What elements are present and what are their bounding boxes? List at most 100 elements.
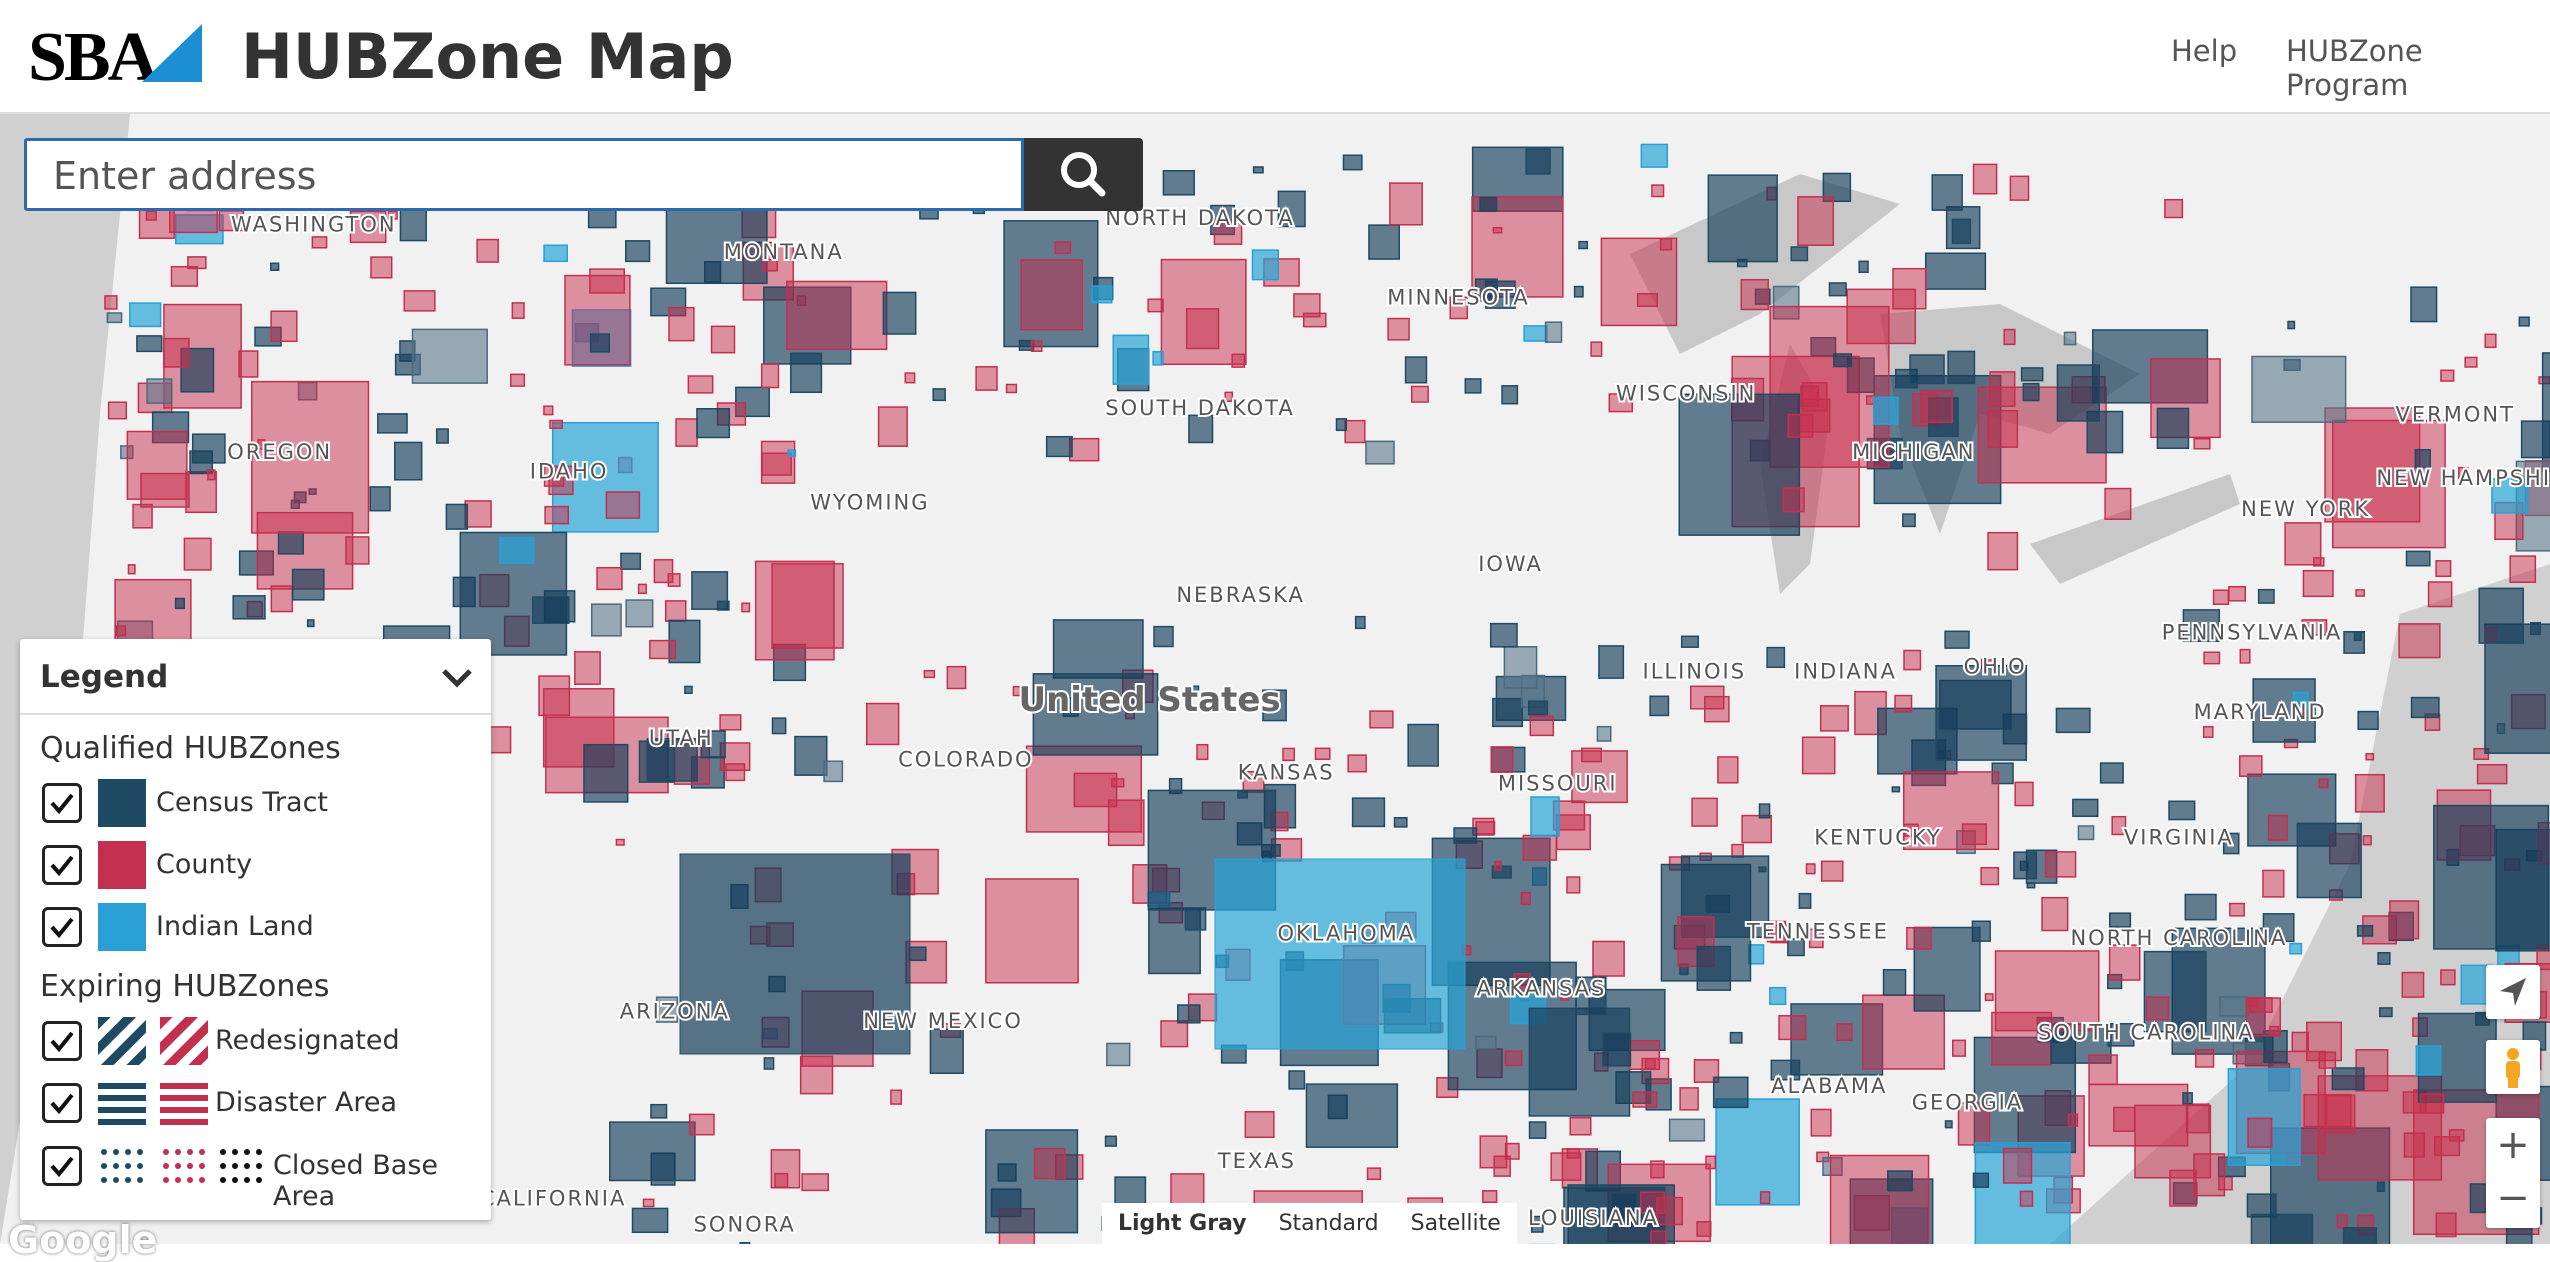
hubzone-area: [2464, 356, 2478, 368]
street-view-button[interactable]: [2486, 1040, 2540, 1094]
check-mark: [50, 1031, 74, 1053]
hubzone-area: [498, 536, 535, 565]
swatch-shape: [98, 1119, 146, 1125]
legend-label: Census Tract: [156, 787, 329, 818]
hubzone-area: [411, 328, 488, 384]
map-type-button[interactable]: Satellite: [1410, 1211, 1501, 1236]
hubzone-area: [1972, 1172, 1990, 1188]
hubzone-area: [2365, 753, 2375, 761]
hubzone-area: [2356, 925, 2374, 937]
hubzone-area: [1153, 625, 1174, 648]
legend-checkbox[interactable]: [42, 907, 82, 947]
hubzone-area: [2410, 286, 2438, 323]
map-label: MICHIGAN: [1852, 440, 1975, 464]
legend-checkbox[interactable]: [42, 1083, 82, 1123]
hubzone-area: [2476, 763, 2508, 785]
hubzone-area: [2336, 1214, 2348, 1229]
check-stroke: [50, 1156, 74, 1178]
hubzone-area: [2185, 1103, 2210, 1134]
hubzone-area: [1303, 312, 1327, 328]
swatch-shape: [232, 1163, 238, 1169]
hubzone-area: [369, 486, 391, 512]
zoom-control: + −: [2486, 1118, 2540, 1228]
hubzone-area: [1272, 771, 1281, 779]
hubzone-area: [1490, 746, 1514, 773]
hubzone-area: [138, 209, 175, 239]
hubzone-area: [1389, 182, 1423, 226]
hubzone-area: [2088, 1083, 2189, 1147]
legend-swatch: [98, 841, 146, 889]
hubzone-area: [1493, 1155, 1511, 1177]
hubzone-area: [2222, 832, 2240, 855]
hubzone-area: [1237, 790, 1248, 799]
hubzone-area: [2362, 835, 2372, 846]
hubzone-area: [311, 236, 328, 249]
hubzone-area: [1909, 354, 1945, 385]
legend-checkbox[interactable]: [42, 845, 82, 885]
swatch-shape: [125, 1149, 131, 1155]
hubzone-area: [1935, 665, 2028, 761]
hubzone-area: [2212, 589, 2230, 605]
hubzone-area: [1989, 371, 2016, 408]
hubzone-area: [2318, 1051, 2337, 1069]
hubzone-area: [1393, 816, 1408, 828]
hubzone-area: [1952, 1039, 1967, 1057]
hubzone-area: [2257, 588, 2275, 604]
hubzone-area: [2009, 175, 2030, 201]
zoom-out[interactable]: −: [2496, 1175, 2530, 1221]
legend: Legend Qualified HUBZones Census Tract Cou…: [20, 639, 491, 1220]
hubzone-area: [2287, 320, 2296, 330]
hubzone-area: [642, 1198, 655, 1208]
collapse-toggle[interactable]: [440, 665, 474, 689]
locate-button[interactable]: [2486, 965, 2540, 1019]
map-label: VIRGINIA: [2124, 825, 2234, 849]
hubzone-area: [2440, 369, 2455, 382]
hubzone-area: [1987, 410, 2019, 448]
legend-checkbox[interactable]: [42, 783, 82, 823]
hubzone-area: [1474, 278, 1498, 302]
app-title: HUBZone Map: [241, 20, 734, 93]
map-type-button[interactable]: Light Gray: [1118, 1211, 1247, 1236]
logo[interactable]: SBA: [28, 19, 158, 96]
hubzone-area: [596, 566, 623, 591]
hubzone-area: [1987, 531, 2019, 571]
hubzone-area: [170, 265, 199, 287]
nav-link[interactable]: HUBZone Program: [2286, 34, 2423, 102]
hubzone-area: [1073, 772, 1118, 808]
map-type-button[interactable]: Standard: [1278, 1211, 1379, 1236]
hubzone-area: [277, 531, 304, 555]
hubzone-area: [1530, 1215, 1544, 1233]
hubzone-area: [985, 1129, 1079, 1234]
swatch-shape: [175, 1177, 181, 1183]
zoom-in[interactable]: +: [2496, 1122, 2530, 1168]
search-button[interactable]: [1024, 138, 1143, 211]
hubzone-area: [668, 306, 695, 342]
map-label: MINNESOTA: [1387, 286, 1529, 310]
map-label: IDAHO: [530, 460, 609, 484]
map-label: KANSAS: [1238, 760, 1335, 784]
hubzone-area: [1530, 796, 1560, 837]
hubzone-area: [1162, 169, 1195, 196]
legend-checkbox[interactable]: [42, 1021, 82, 1061]
hubzone-area: [2063, 331, 2077, 346]
hubzone-area: [270, 262, 280, 271]
search-input[interactable]: Enter address: [24, 138, 1024, 211]
swatch-shape: [175, 1163, 181, 1169]
legend-checkbox[interactable]: [42, 1146, 82, 1186]
hubzone-area: [291, 568, 325, 601]
hubzone-area: [2357, 710, 2379, 730]
swatch-shape: [98, 1107, 146, 1113]
hubzone-area: [774, 1172, 789, 1188]
legend-group-title: Expiring HUBZones: [40, 969, 330, 1004]
swatch-shape: [163, 1149, 169, 1155]
nav-link[interactable]: Help: [2171, 34, 2238, 68]
hubzone-area: [1464, 378, 1482, 394]
hubzone-area: [1252, 166, 1264, 174]
hubzone-area: [1649, 695, 1670, 717]
swatch-shape: [199, 1149, 205, 1155]
hubzone-area: [2509, 555, 2537, 584]
legend-swatches: [20, 779, 491, 827]
map-label: PENNSYLVANIA: [2162, 621, 2343, 645]
hubzone-area: [1632, 1091, 1658, 1108]
